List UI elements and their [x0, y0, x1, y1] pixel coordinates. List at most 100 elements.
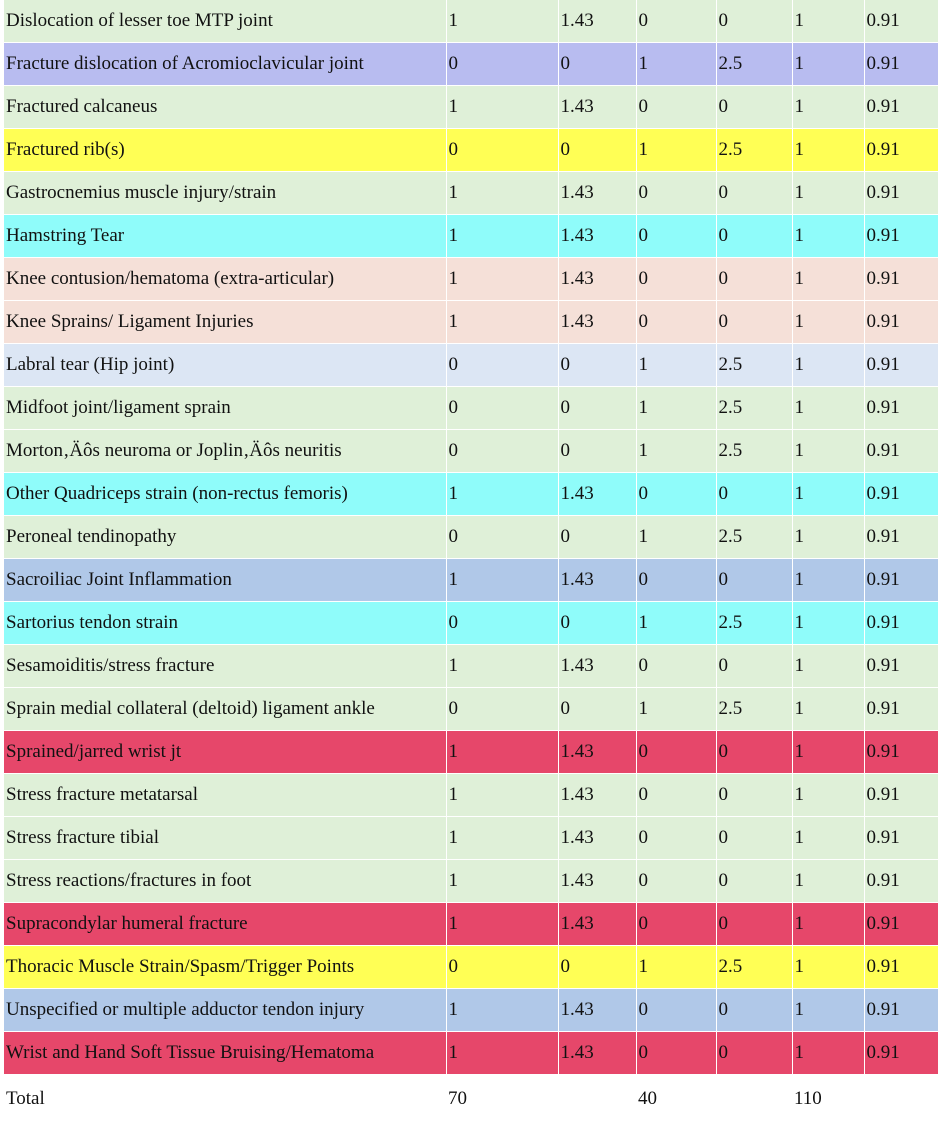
row-value-cell: 1 [792, 602, 864, 645]
row-value-cell: 1.43 [558, 903, 636, 946]
row-value-cell: 0 [716, 817, 792, 860]
row-name-cell: Sacroiliac Joint Inflammation [4, 559, 446, 602]
row-value-cell: 1 [792, 387, 864, 430]
row-value-cell: 1 [792, 860, 864, 903]
row-value-cell: 0.91 [864, 860, 938, 903]
table-row: Morton‚Äôs neuroma or Joplin‚Äôs neuriti… [4, 430, 938, 473]
row-value-cell: 0.91 [864, 946, 938, 989]
row-name-cell: Knee Sprains/ Ligament Injuries [4, 301, 446, 344]
row-name-cell: Unspecified or multiple adductor tendon … [4, 989, 446, 1032]
row-value-cell: 1 [792, 774, 864, 817]
row-value-cell: 1 [446, 473, 558, 516]
row-value-cell: 0.91 [864, 258, 938, 301]
row-value-cell: 0 [446, 688, 558, 731]
row-value-cell: 1 [792, 989, 864, 1032]
row-value-cell: 0 [716, 86, 792, 129]
row-name-cell: Knee contusion/hematoma (extra-articular… [4, 258, 446, 301]
row-value-cell: 1 [446, 860, 558, 903]
row-value-cell: 0 [446, 430, 558, 473]
row-value-cell: 0.91 [864, 1032, 938, 1075]
row-value-cell: 0 [636, 774, 716, 817]
total-c: 40 [636, 1075, 716, 1123]
row-name-cell: Dislocation of lesser toe MTP joint [4, 0, 446, 43]
row-value-cell: 0 [558, 688, 636, 731]
row-value-cell: 1 [792, 817, 864, 860]
row-value-cell: 1 [636, 688, 716, 731]
row-value-cell: 0 [716, 0, 792, 43]
row-value-cell: 1 [446, 215, 558, 258]
row-name-cell: Fractured calcaneus [4, 86, 446, 129]
row-name-cell: Fracture dislocation of Acromioclavicula… [4, 43, 446, 86]
row-value-cell: 0.91 [864, 430, 938, 473]
row-value-cell: 1 [446, 731, 558, 774]
row-value-cell: 0 [558, 387, 636, 430]
row-value-cell: 1 [636, 516, 716, 559]
row-value-cell: 1 [636, 43, 716, 86]
row-value-cell: 1 [446, 86, 558, 129]
row-value-cell: 0.91 [864, 387, 938, 430]
row-value-cell: 0 [636, 473, 716, 516]
row-value-cell: 1.43 [558, 172, 636, 215]
row-value-cell: 1 [792, 903, 864, 946]
table-row: Knee contusion/hematoma (extra-articular… [4, 258, 938, 301]
row-value-cell: 2.5 [716, 946, 792, 989]
row-value-cell: 0 [446, 129, 558, 172]
row-value-cell: 0.91 [864, 344, 938, 387]
row-value-cell: 0.91 [864, 473, 938, 516]
table-row: Sprain medial collateral (deltoid) ligam… [4, 688, 938, 731]
row-value-cell: 1.43 [558, 645, 636, 688]
row-value-cell: 0 [558, 430, 636, 473]
row-value-cell: 0 [716, 301, 792, 344]
table-row: Unspecified or multiple adductor tendon … [4, 989, 938, 1032]
row-value-cell: 1 [446, 774, 558, 817]
row-value-cell: 0.91 [864, 129, 938, 172]
row-value-cell: 0 [446, 344, 558, 387]
row-value-cell: 1.43 [558, 215, 636, 258]
row-name-cell: Morton‚Äôs neuroma or Joplin‚Äôs neuriti… [4, 430, 446, 473]
row-value-cell: 1 [636, 430, 716, 473]
row-value-cell: 1.43 [558, 258, 636, 301]
row-value-cell: 0.91 [864, 903, 938, 946]
row-value-cell: 1 [792, 688, 864, 731]
table-row: Thoracic Muscle Strain/Spasm/Trigger Poi… [4, 946, 938, 989]
row-value-cell: 1 [636, 387, 716, 430]
row-value-cell: 0 [716, 215, 792, 258]
row-value-cell: 1 [636, 602, 716, 645]
row-value-cell: 0 [716, 645, 792, 688]
row-value-cell: 0 [558, 946, 636, 989]
row-value-cell: 0.91 [864, 215, 938, 258]
row-value-cell: 0 [716, 1032, 792, 1075]
row-value-cell: 2.5 [716, 516, 792, 559]
row-value-cell: 1 [446, 903, 558, 946]
row-value-cell: 1 [446, 301, 558, 344]
row-name-cell: Peroneal tendinopathy [4, 516, 446, 559]
table-row: Other Quadriceps strain (non-rectus femo… [4, 473, 938, 516]
row-value-cell: 0.91 [864, 731, 938, 774]
row-value-cell: 1 [446, 645, 558, 688]
row-value-cell: 0.91 [864, 172, 938, 215]
row-value-cell: 0 [636, 172, 716, 215]
row-value-cell: 0.91 [864, 989, 938, 1032]
row-value-cell: 1.43 [558, 473, 636, 516]
row-name-cell: Midfoot joint/ligament sprain [4, 387, 446, 430]
row-value-cell: 1.43 [558, 1032, 636, 1075]
row-value-cell: 0 [446, 516, 558, 559]
row-value-cell: 0.91 [864, 817, 938, 860]
total-d [716, 1075, 792, 1123]
row-value-cell: 0 [716, 559, 792, 602]
row-value-cell: 1 [792, 129, 864, 172]
row-value-cell: 0 [636, 731, 716, 774]
row-value-cell: 0 [636, 903, 716, 946]
row-name-cell: Sartorius tendon strain [4, 602, 446, 645]
table-row: Wrist and Hand Soft Tissue Bruising/Hema… [4, 1032, 938, 1075]
